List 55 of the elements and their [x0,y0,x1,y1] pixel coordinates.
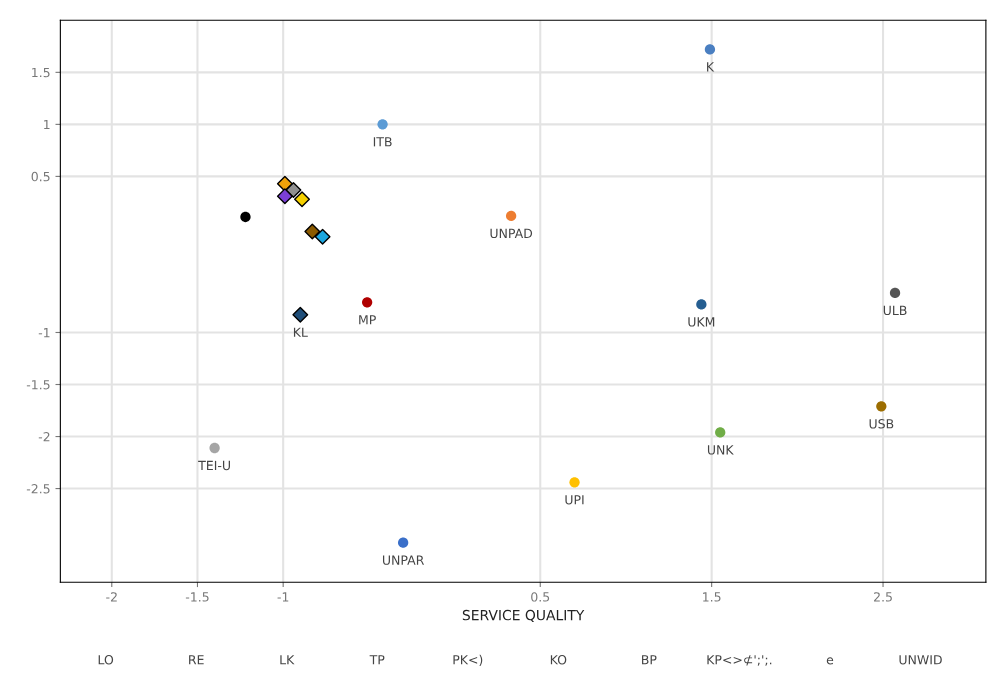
point [569,477,580,488]
text: RE [189,655,204,665]
point [505,210,517,222]
point [362,297,373,308]
y-tick-label: -1.5 [26,380,50,390]
x-tick-label: 2.5 [874,592,892,602]
point [876,401,887,412]
point [377,119,388,130]
x-tick-label: 0.5 [531,592,550,602]
series-label: USB [869,419,894,429]
y-tick-label: 1 [44,120,50,130]
text: e [826,657,834,665]
series-label: TEI-U [198,460,230,471]
x-tick-label: -2 [106,592,117,602]
text: KO [550,654,567,665]
point [276,188,293,205]
text: KP<>⊄';';. [707,655,772,666]
y-tick-label: -2.5 [26,484,50,494]
series-label: UPI [565,495,584,505]
text: LO [98,654,114,665]
point [314,228,331,245]
point [285,181,302,198]
series-label: UNPAR [382,555,425,565]
text: BP [642,655,657,665]
point [715,427,726,438]
x-tick-label: 1.5 [703,592,721,602]
text: TP [369,655,385,665]
point [889,287,901,299]
series-label: UKM [688,317,715,327]
y-tick-label: -2 [38,432,50,442]
series-label: ITB [373,137,392,147]
x-tick-label: -1 [277,592,289,602]
y-tick-label: 0.5 [31,171,50,182]
point [696,299,707,310]
series-label: UNPAD [490,228,533,239]
series-label: KL [293,327,308,337]
y-tick-label: -1 [38,328,50,338]
point [209,442,220,454]
point [304,223,321,240]
series-label: UNK [707,445,734,455]
series-label: K [707,62,715,72]
series-label: ULB [883,305,907,316]
point [398,537,409,548]
text: UNWID [899,655,942,665]
point [240,211,251,223]
point [276,175,293,192]
x-axis-title: SERVICE QUALITY [462,609,585,622]
y-tick-label: 1.5 [32,67,50,78]
point [292,306,309,323]
x-tick-label: -1.5 [185,592,209,602]
text: PK<) [453,654,483,666]
text: LK [280,655,295,665]
series-label: MP [359,315,376,325]
point [704,44,716,55]
point [294,191,311,208]
